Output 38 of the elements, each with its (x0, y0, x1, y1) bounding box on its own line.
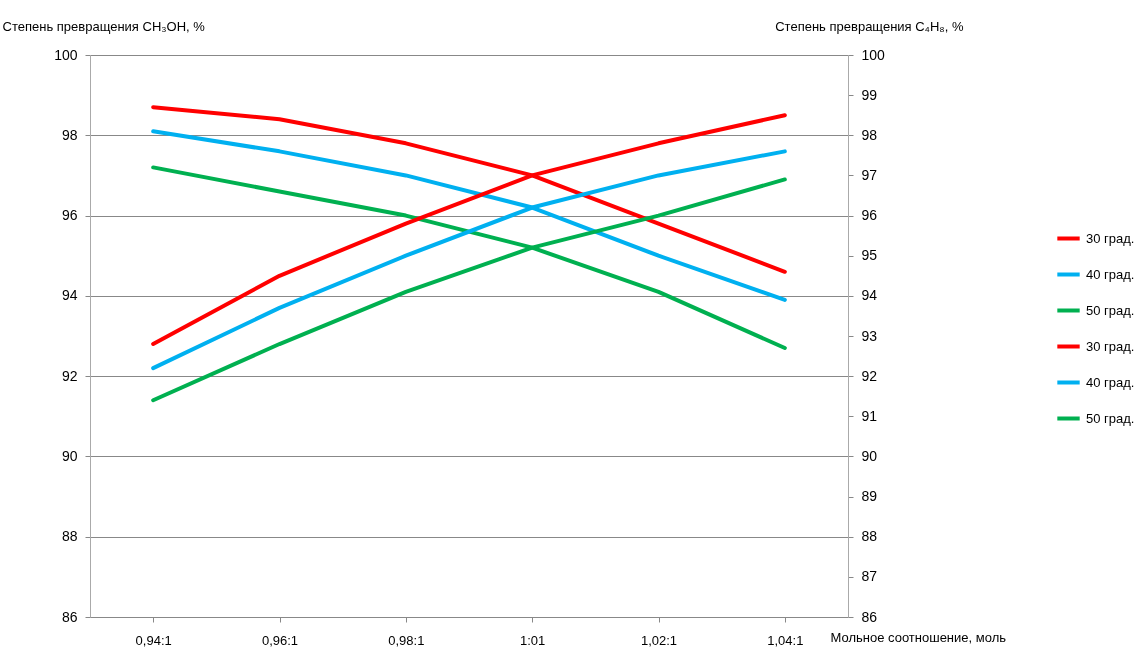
x-tick-label: 0,96:1 (261, 632, 299, 648)
legend-label: 30 град. (1086, 338, 1135, 354)
y2-tick-label: 98 (861, 126, 878, 143)
y-tick-label: 94 (61, 287, 78, 304)
x-axis-title: Мольное соотношение, моль (830, 629, 1007, 645)
y2-tick-label: 90 (861, 447, 878, 464)
y2-tick-label: 92 (861, 367, 878, 384)
y2-tick-label: 87 (861, 568, 878, 585)
legend-label: 50 град. (1086, 410, 1135, 426)
y-tick-label: 86 (61, 608, 78, 625)
x-tick-label: 0,94:1 (135, 632, 172, 648)
legend-label: 50 град. (1086, 302, 1135, 318)
y2-tick-label: 96 (861, 207, 878, 224)
legend-label: 40 град. (1086, 266, 1135, 282)
y2-tick-label: 97 (861, 166, 878, 183)
x-tick-label: 0,98:1 (388, 632, 425, 648)
y-tick-label: 96 (61, 207, 78, 224)
legend-label: 30 град. (1086, 230, 1135, 246)
y-tick-label: 98 (61, 126, 78, 143)
y2-tick-label: 95 (861, 247, 878, 264)
y2-tick-label: 91 (861, 407, 878, 424)
y-tick-label: 92 (61, 367, 78, 384)
legend-label: 40 град. (1086, 374, 1135, 390)
y-tick-label: 88 (61, 528, 78, 545)
y2-tick-label: 93 (861, 327, 878, 344)
y2-tick-label: 100 (861, 46, 886, 63)
y2-tick-label: 86 (861, 608, 878, 625)
y2-axis-title: Степень превращения C₄H₈, % (775, 18, 964, 34)
y-axis-title: Степень превращения CH₃OH, % (2, 18, 206, 34)
y2-tick-label: 88 (861, 528, 878, 545)
y2-tick-label: 89 (861, 488, 878, 505)
y2-tick-label: 99 (861, 86, 878, 103)
y2-tick-label: 94 (861, 287, 878, 304)
y-tick-label: 90 (61, 447, 78, 464)
x-tick-label: 1,02:1 (640, 632, 678, 648)
y-tick-label: 100 (54, 46, 78, 63)
x-tick-label: 1:01 (520, 632, 546, 648)
x-tick-label: 1,04:1 (767, 632, 804, 648)
